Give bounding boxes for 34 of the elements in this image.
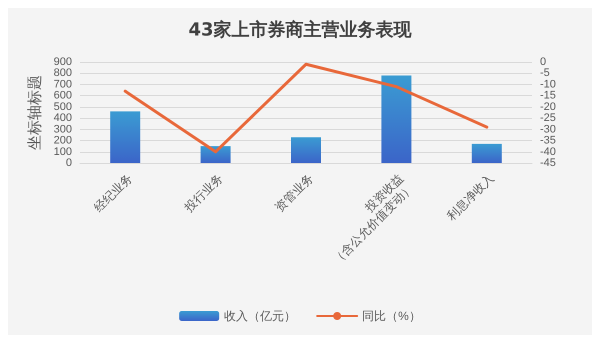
bar [291,137,321,163]
chart-title: 43家上市券商主营业务表现 [188,20,413,40]
y2-tick-label: -25 [540,112,556,124]
x-tick-label: 投行业务 [180,171,226,216]
y-tick-label: 800 [54,67,72,80]
x-tick-label: 经纪业务 [91,171,136,215]
y2-tick-label: -40 [540,146,556,158]
y2-tick-label: -35 [540,134,556,147]
y2-tick-label: -30 [540,123,556,136]
y-tick-label: 400 [54,112,72,124]
bar [472,144,502,163]
y-tick-label: 600 [54,90,72,102]
legend-label: 同比（%） [362,309,421,323]
y-tick-label: 0 [66,157,72,169]
x-tick-label: 资管业务 [272,171,316,215]
y2-tick-label: -45 [540,157,556,169]
bar [110,111,140,163]
x-tick-label: 投资收益 （含公允价值变动） [330,171,416,268]
legend-label: 收入（亿元） [224,309,296,323]
y-tick-label: 700 [54,78,72,90]
y-tick-label: 100 [54,146,72,158]
line-series [124,62,488,154]
y2-tick-label: 0 [540,56,546,68]
y-tick-label: 200 [54,134,72,147]
y-tick-label: 300 [54,123,72,136]
y-tick-label: 500 [54,100,72,113]
y2-tick-label: -15 [540,90,556,102]
y-axis-title: 坐标轴标题 [26,75,44,150]
y2-tick-label: -20 [540,100,556,113]
x-tick-label: 利息净收入 [444,171,497,224]
y2-tick-label: -5 [540,67,550,80]
y-tick-label: 900 [54,56,72,68]
y2-tick-label: -10 [540,78,556,90]
bar [381,75,412,163]
